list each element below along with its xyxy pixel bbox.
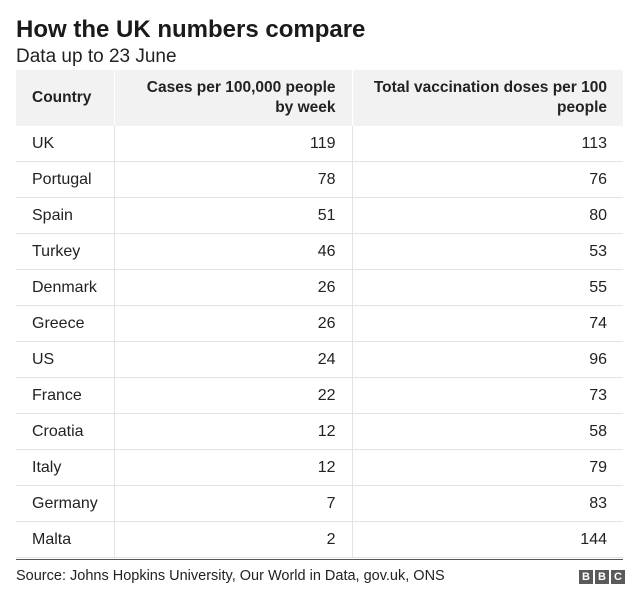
table-row: France 22 73	[16, 377, 623, 414]
cell-country: Portugal	[16, 161, 114, 198]
cell-vaccination-doses: 113	[351, 126, 623, 162]
table-row: US 24 96	[16, 341, 623, 378]
comparison-table: Country Cases per 100,000 people by week…	[16, 70, 623, 558]
column-header-doses: Total vaccination doses per 100 people	[351, 70, 623, 126]
cell-vaccination-doses: 80	[351, 197, 623, 234]
cell-cases-per-100k: 78	[113, 161, 352, 198]
cell-cases-per-100k: 51	[113, 197, 352, 234]
table-row: Portugal 78 76	[16, 161, 623, 198]
cell-cases-per-100k: 119	[113, 126, 352, 162]
table-row: Turkey 46 53	[16, 233, 623, 270]
cell-country: Germany	[16, 485, 114, 522]
cell-country: UK	[16, 126, 114, 162]
bbc-logo: B B C	[579, 570, 625, 584]
cell-country: France	[16, 377, 114, 414]
bbc-logo-letter: B	[595, 570, 609, 584]
cell-cases-per-100k: 46	[113, 233, 352, 270]
cell-vaccination-doses: 76	[351, 161, 623, 198]
cell-vaccination-doses: 144	[351, 521, 623, 558]
cell-cases-per-100k: 26	[113, 269, 352, 306]
cell-country: Denmark	[16, 269, 114, 306]
cell-vaccination-doses: 83	[351, 485, 623, 522]
cell-cases-per-100k: 2	[113, 521, 352, 558]
table-body: UK 119 113 Portugal 78 76 Spain 51 80 Turkey 46 53 D…	[16, 126, 623, 558]
cell-country: Croatia	[16, 413, 114, 450]
cell-vaccination-doses: 55	[351, 269, 623, 306]
cell-vaccination-doses: 96	[351, 341, 623, 378]
cell-country: Turkey	[16, 233, 114, 270]
header-row: Country Cases per 100,000 people by week…	[16, 70, 623, 126]
cell-cases-per-100k: 22	[113, 377, 352, 414]
table-row: Croatia 12 58	[16, 413, 623, 450]
column-header-country: Country	[16, 70, 114, 126]
cell-country: Spain	[16, 197, 114, 234]
table-header: Country Cases per 100,000 people by week…	[16, 70, 623, 126]
source-note: Source: Johns Hopkins University, Our Wo…	[16, 568, 445, 584]
cell-cases-per-100k: 12	[113, 449, 352, 486]
column-header-cases: Cases per 100,000 people by week	[113, 70, 352, 126]
cell-country: US	[16, 341, 114, 378]
table-row: UK 119 113	[16, 126, 623, 162]
cell-cases-per-100k: 12	[113, 413, 352, 450]
bbc-logo-letter: B	[579, 570, 593, 584]
cell-vaccination-doses: 74	[351, 305, 623, 342]
table-row: Spain 51 80	[16, 197, 623, 234]
table-row: Greece 26 74	[16, 305, 623, 342]
bbc-logo-letter: C	[611, 570, 625, 584]
cell-country: Greece	[16, 305, 114, 342]
cell-country: Malta	[16, 521, 114, 558]
table-row: Germany 7 83	[16, 485, 623, 522]
cell-vaccination-doses: 79	[351, 449, 623, 486]
table-row: Italy 12 79	[16, 449, 623, 486]
table-row: Denmark 26 55	[16, 269, 623, 306]
chart-title: How the UK numbers compare	[16, 16, 366, 43]
table-row: Malta 2 144	[16, 521, 623, 558]
cell-cases-per-100k: 7	[113, 485, 352, 522]
cell-vaccination-doses: 58	[351, 413, 623, 450]
chart-subtitle: Data up to 23 June	[16, 46, 177, 67]
cell-cases-per-100k: 26	[113, 305, 352, 342]
cell-vaccination-doses: 53	[351, 233, 623, 270]
cell-country: Italy	[16, 449, 114, 486]
comparison-table-container: Country Cases per 100,000 people by week…	[16, 70, 623, 558]
cell-cases-per-100k: 24	[113, 341, 352, 378]
footer-divider	[16, 559, 623, 560]
cell-vaccination-doses: 73	[351, 377, 623, 414]
